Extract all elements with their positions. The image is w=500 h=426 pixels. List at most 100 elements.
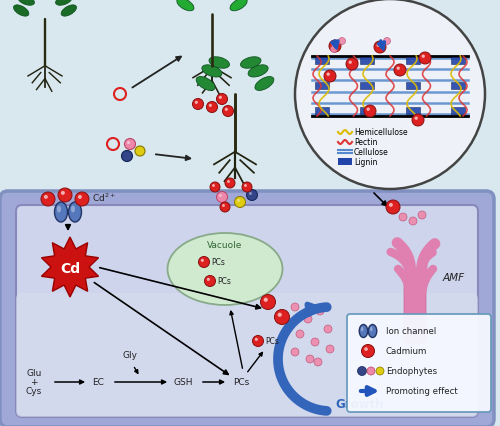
Circle shape — [246, 190, 258, 201]
Circle shape — [204, 276, 216, 287]
Text: Cadmium: Cadmium — [386, 347, 428, 356]
Ellipse shape — [14, 6, 29, 17]
Ellipse shape — [240, 58, 261, 69]
Circle shape — [252, 336, 264, 347]
Circle shape — [296, 330, 304, 338]
Ellipse shape — [368, 325, 377, 338]
Circle shape — [127, 142, 130, 145]
Text: EC: EC — [92, 377, 104, 386]
Text: AMF: AMF — [443, 272, 465, 282]
Text: Endophytes: Endophytes — [386, 367, 437, 376]
Circle shape — [242, 183, 252, 193]
Circle shape — [311, 338, 319, 346]
Ellipse shape — [370, 327, 372, 331]
Text: Cd: Cd — [60, 262, 80, 275]
FancyBboxPatch shape — [0, 192, 494, 426]
FancyBboxPatch shape — [315, 58, 329, 65]
Circle shape — [358, 367, 366, 376]
Circle shape — [348, 61, 352, 65]
Text: Hemicellulose: Hemicellulose — [354, 128, 408, 137]
Circle shape — [216, 192, 228, 203]
Circle shape — [212, 184, 215, 187]
Ellipse shape — [57, 206, 61, 213]
Circle shape — [316, 307, 324, 315]
Ellipse shape — [61, 6, 76, 17]
Circle shape — [209, 104, 212, 108]
Circle shape — [338, 38, 345, 46]
Circle shape — [249, 193, 252, 196]
Circle shape — [195, 101, 198, 105]
Circle shape — [278, 313, 282, 317]
Circle shape — [222, 106, 234, 117]
Circle shape — [314, 358, 322, 366]
Circle shape — [422, 55, 425, 59]
FancyBboxPatch shape — [16, 294, 478, 417]
Text: Gly: Gly — [122, 350, 138, 359]
Circle shape — [386, 201, 400, 215]
Circle shape — [244, 184, 247, 187]
Text: Cys: Cys — [26, 386, 42, 396]
Ellipse shape — [361, 327, 364, 331]
Circle shape — [219, 97, 222, 100]
Circle shape — [207, 278, 210, 281]
Circle shape — [418, 211, 426, 219]
Ellipse shape — [71, 206, 75, 213]
Circle shape — [274, 310, 289, 325]
Circle shape — [326, 345, 334, 353]
Circle shape — [41, 193, 55, 207]
Circle shape — [362, 345, 374, 358]
Text: PCs: PCs — [211, 258, 225, 267]
Circle shape — [61, 192, 65, 196]
Ellipse shape — [54, 202, 68, 222]
Circle shape — [306, 355, 314, 363]
Circle shape — [376, 367, 384, 375]
Circle shape — [366, 108, 370, 112]
Bar — [338, 158, 352, 166]
FancyBboxPatch shape — [360, 58, 374, 65]
Circle shape — [222, 204, 225, 207]
Circle shape — [295, 0, 485, 190]
Circle shape — [260, 295, 276, 310]
Circle shape — [324, 71, 336, 83]
Ellipse shape — [196, 78, 215, 91]
Text: PCs: PCs — [233, 377, 249, 386]
Circle shape — [414, 117, 418, 121]
FancyBboxPatch shape — [404, 271, 426, 343]
Circle shape — [227, 181, 230, 184]
Text: Ion channel: Ion channel — [386, 327, 436, 336]
Circle shape — [330, 46, 338, 53]
Circle shape — [234, 197, 246, 208]
Circle shape — [44, 196, 48, 199]
Circle shape — [201, 259, 204, 262]
Ellipse shape — [209, 58, 230, 69]
Circle shape — [399, 213, 407, 222]
Circle shape — [220, 202, 230, 213]
Circle shape — [198, 257, 209, 268]
Circle shape — [394, 65, 406, 77]
Circle shape — [255, 338, 258, 341]
Text: Cellulose: Cellulose — [354, 148, 389, 157]
Circle shape — [304, 315, 312, 323]
Circle shape — [364, 106, 376, 118]
Circle shape — [237, 199, 240, 202]
Circle shape — [346, 59, 358, 71]
Text: GSH: GSH — [174, 377, 193, 386]
FancyBboxPatch shape — [451, 58, 465, 65]
Ellipse shape — [168, 233, 282, 305]
Circle shape — [122, 151, 132, 162]
Ellipse shape — [255, 78, 274, 91]
FancyBboxPatch shape — [406, 58, 419, 65]
Circle shape — [367, 367, 375, 375]
Circle shape — [324, 325, 332, 333]
Ellipse shape — [248, 66, 268, 78]
Text: Growth: Growth — [336, 397, 384, 411]
Circle shape — [389, 204, 393, 207]
Circle shape — [135, 147, 145, 157]
Circle shape — [291, 303, 299, 311]
Ellipse shape — [177, 0, 194, 12]
Text: Promoting effect: Promoting effect — [386, 386, 458, 396]
Circle shape — [412, 115, 424, 127]
FancyBboxPatch shape — [451, 83, 465, 90]
FancyBboxPatch shape — [451, 108, 465, 115]
Text: Pectin: Pectin — [354, 138, 378, 147]
